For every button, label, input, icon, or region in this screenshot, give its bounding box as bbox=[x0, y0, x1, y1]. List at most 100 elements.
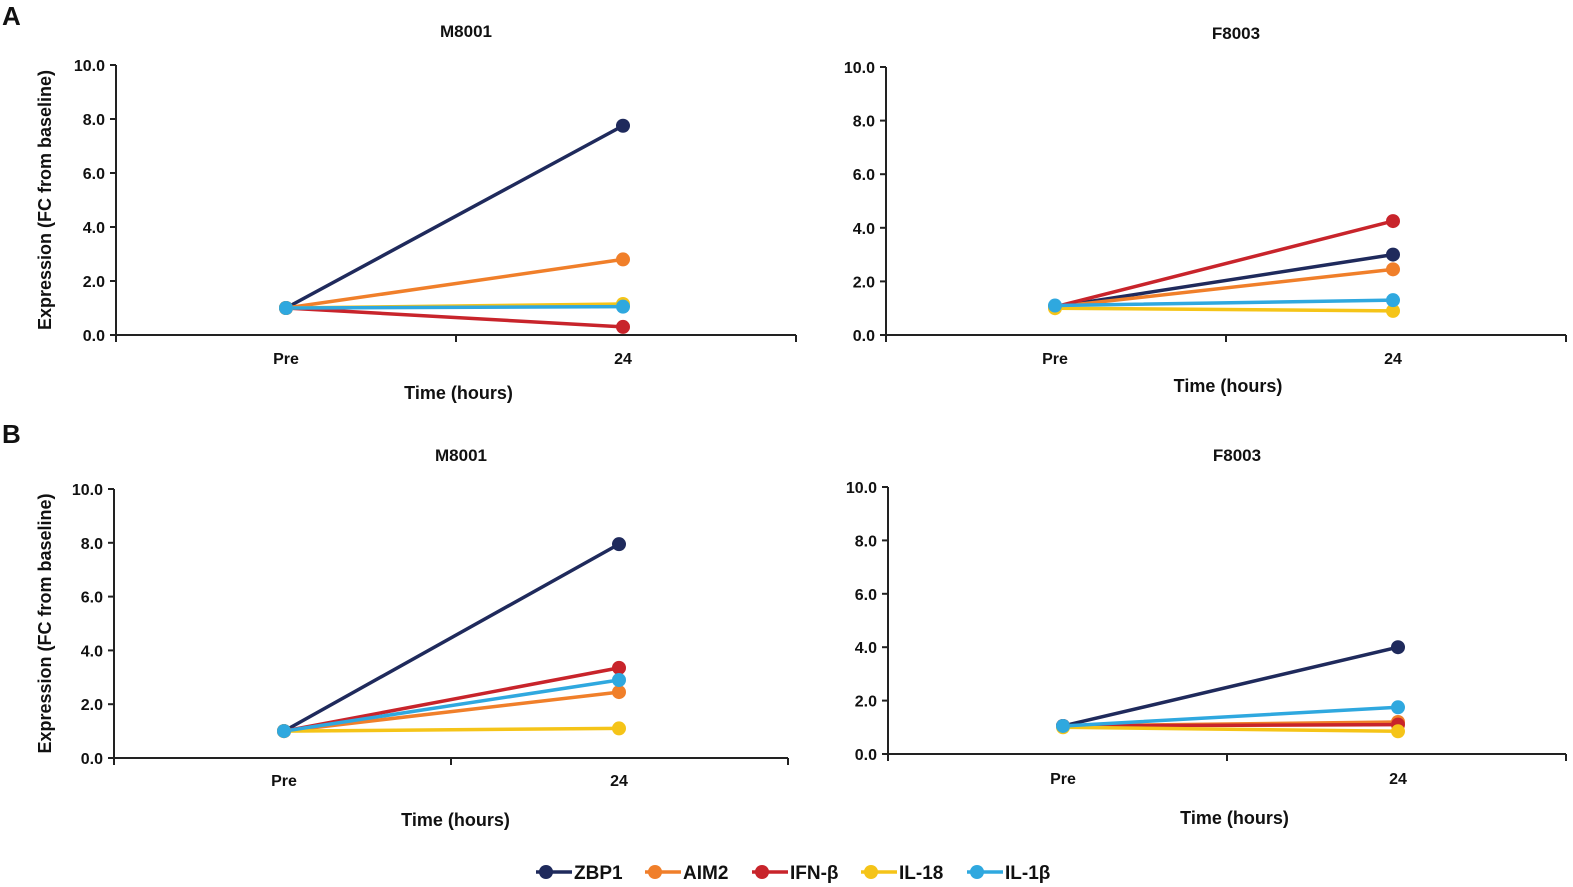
y-tick-label: 6.0 bbox=[81, 590, 103, 607]
legend-item-zbp1: ZBP1 bbox=[536, 863, 623, 884]
point-aim2-24 bbox=[612, 685, 626, 700]
point-zbp1-24 bbox=[612, 537, 626, 552]
series-line-ifn-beta bbox=[1053, 219, 1395, 309]
series-line-ifn-beta bbox=[1061, 722, 1400, 728]
legend-label: IL-18 bbox=[899, 863, 943, 884]
x-axis-title: Time (hours) bbox=[401, 810, 510, 830]
x-tick-label: Pre bbox=[273, 351, 299, 368]
y-axis-title: Expression (FC from baseline) bbox=[35, 493, 55, 753]
charts-container: M8001 0.0 2.0 4.0 6.0 8.0 10.0 Pre 24 Time (hours… bbox=[35, 22, 1567, 830]
y-tick-label: 0.0 bbox=[855, 747, 877, 764]
series-line-il-18 bbox=[1053, 306, 1395, 313]
x-axis-title: Time (hours) bbox=[1180, 808, 1289, 828]
series-line-il-1beta bbox=[1061, 705, 1400, 728]
y-tick-label: 10.0 bbox=[844, 60, 875, 77]
series-line-aim2 bbox=[282, 690, 621, 733]
series-line-ifn-beta bbox=[284, 306, 625, 329]
series-line-il-18 bbox=[282, 726, 621, 733]
y-tick-label: 4.0 bbox=[853, 221, 875, 238]
legend-marker bbox=[648, 865, 662, 879]
y-tick-label: 8.0 bbox=[853, 114, 875, 131]
point-ifn-beta-24 bbox=[612, 660, 626, 675]
point-zbp1-24 bbox=[1386, 247, 1400, 262]
chart-title: F8003 bbox=[1213, 446, 1261, 465]
x-tick-label: 24 bbox=[614, 351, 632, 368]
x-tick-label: 24 bbox=[610, 773, 628, 790]
y-tick-label: 2.0 bbox=[83, 274, 105, 291]
legend-label: ZBP1 bbox=[574, 863, 623, 884]
series-line-zbp1 bbox=[284, 124, 625, 310]
series-line-aim2 bbox=[284, 257, 625, 310]
y-tick-label: 0.0 bbox=[81, 751, 103, 768]
y-tick-label: 10.0 bbox=[846, 480, 877, 497]
legend-item-il-18: IL-18 bbox=[861, 863, 943, 884]
point-il-1beta-pre bbox=[1056, 718, 1070, 733]
series-line-zbp1 bbox=[1061, 645, 1400, 728]
y-tick-label: 2.0 bbox=[81, 697, 103, 714]
series-line-il-1beta bbox=[282, 678, 621, 733]
series-line-zbp1 bbox=[1053, 252, 1395, 309]
legend-item-aim2: AIM2 bbox=[645, 863, 728, 884]
x-tick-label: 24 bbox=[1389, 771, 1407, 788]
legend-item-il-1beta: IL-1β bbox=[967, 863, 1050, 884]
chart-b-m8001: M8001 0.0 2.0 4.0 6.0 8.0 10.0 Pre 24 Time (hours… bbox=[35, 446, 789, 830]
series-line-il-1beta bbox=[284, 304, 625, 310]
legend-marker bbox=[539, 865, 553, 879]
panel-label-a: A bbox=[2, 1, 21, 31]
point-il-1beta-pre bbox=[279, 301, 293, 315]
series-line-ifn-beta bbox=[282, 666, 621, 733]
point-il-18-24 bbox=[1391, 724, 1405, 739]
y-tick-label: 4.0 bbox=[83, 220, 105, 237]
point-zbp1-24 bbox=[616, 118, 630, 133]
legend-label: IFN-β bbox=[790, 863, 839, 884]
point-zbp1-24 bbox=[1391, 640, 1405, 655]
y-axis-title: Expression (FC from baseline) bbox=[35, 70, 55, 330]
legend-marker bbox=[864, 865, 878, 879]
y-tick-label: 6.0 bbox=[855, 587, 877, 604]
y-tick-label: 8.0 bbox=[855, 533, 877, 550]
point-ifn-beta-24 bbox=[1386, 214, 1400, 229]
point-il-18-24 bbox=[612, 721, 626, 736]
point-il-18-24 bbox=[1386, 303, 1400, 318]
point-il-1beta-24 bbox=[612, 672, 626, 687]
legend: ZBP1 AIM2 IFN-β IL-18 IL-1β bbox=[536, 863, 1050, 884]
chart-a-f8003: F8003 0.0 2.0 4.0 6.0 8.0 10.0 Pre 24 Time (hours… bbox=[844, 24, 1567, 396]
chart-a-m8001: M8001 0.0 2.0 4.0 6.0 8.0 10.0 Pre 24 Time (hours… bbox=[35, 22, 797, 403]
x-tick-label: 24 bbox=[1384, 351, 1402, 368]
legend-label: IL-1β bbox=[1005, 863, 1050, 884]
y-tick-label: 4.0 bbox=[81, 643, 103, 660]
legend-marker bbox=[755, 865, 769, 879]
y-tick-label: 6.0 bbox=[853, 167, 875, 184]
legend-item-ifn-beta: IFN-β bbox=[752, 863, 839, 884]
point-il-1beta-24 bbox=[1386, 293, 1400, 308]
x-axis-title: Time (hours) bbox=[404, 383, 513, 403]
y-tick-label: 0.0 bbox=[83, 328, 105, 345]
y-tick-label: 2.0 bbox=[853, 274, 875, 291]
point-il-1beta-24 bbox=[1391, 700, 1405, 715]
legend-marker bbox=[970, 865, 984, 879]
series-line-il-1beta bbox=[1053, 298, 1395, 308]
x-tick-label: Pre bbox=[1042, 351, 1068, 368]
y-tick-label: 8.0 bbox=[81, 536, 103, 553]
x-tick-label: Pre bbox=[271, 773, 297, 790]
point-il-1beta-pre bbox=[1048, 298, 1062, 313]
point-ifn-beta-24 bbox=[616, 319, 630, 334]
y-tick-label: 4.0 bbox=[855, 640, 877, 657]
y-tick-label: 2.0 bbox=[855, 694, 877, 711]
chart-title: F8003 bbox=[1212, 24, 1260, 43]
y-tick-label: 8.0 bbox=[83, 112, 105, 129]
panel-label-b: B bbox=[2, 419, 21, 449]
point-il-1beta-24 bbox=[616, 299, 630, 314]
chart-title: M8001 bbox=[435, 446, 487, 465]
y-tick-label: 6.0 bbox=[83, 166, 105, 183]
chart-b-f8003: F8003 0.0 2.0 4.0 6.0 8.0 10.0 Pre 24 Time (hours… bbox=[846, 446, 1567, 828]
y-tick-label: 10.0 bbox=[72, 482, 103, 499]
x-axis-title: Time (hours) bbox=[1174, 376, 1283, 396]
series-line-il-18 bbox=[1061, 725, 1400, 734]
point-il-1beta-pre bbox=[277, 724, 291, 739]
legend-label: AIM2 bbox=[683, 863, 728, 884]
chart-title: M8001 bbox=[440, 22, 492, 41]
y-tick-label: 0.0 bbox=[853, 328, 875, 345]
y-tick-label: 10.0 bbox=[74, 58, 105, 75]
